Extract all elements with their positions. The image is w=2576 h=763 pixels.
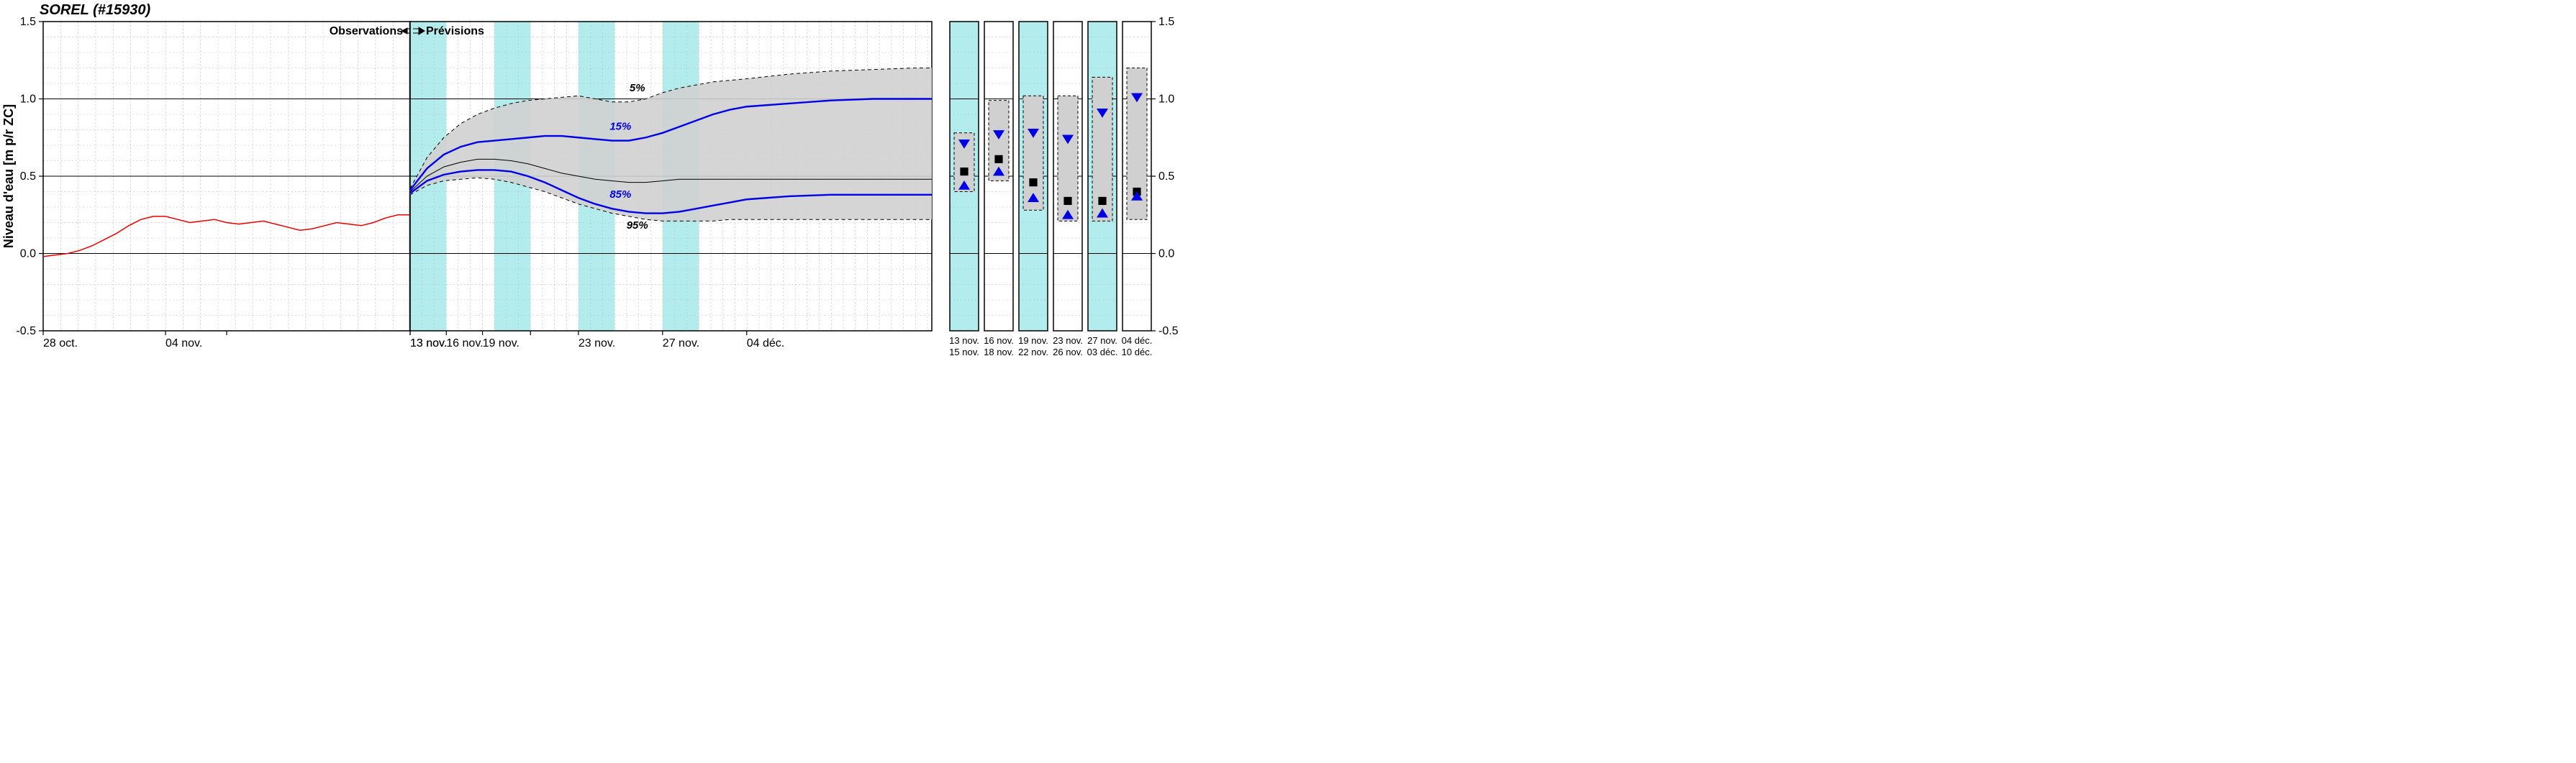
weekly-label-top: 19 nov. — [1018, 335, 1048, 346]
marker-square-icon — [960, 168, 968, 175]
xtick-label: 19 nov. — [483, 337, 520, 349]
ytick-label-right: 0.5 — [1158, 170, 1174, 183]
chart-title: SOREL (#15930) — [40, 2, 150, 18]
weekly-label-bot: 22 nov. — [1018, 347, 1048, 357]
ytick-label: 1.5 — [20, 16, 36, 28]
xtick-label: 04 nov. — [165, 337, 202, 349]
xtick-label: 23 nov. — [579, 337, 615, 349]
xtick-label: 04 déc. — [747, 337, 784, 349]
xtick-label: 16 nov. — [446, 337, 483, 349]
weekly-label-top: 23 nov. — [1053, 335, 1083, 346]
weekly-label-bot: 26 nov. — [1053, 347, 1083, 357]
pct-label: 15% — [609, 121, 631, 133]
confidence-band-5-95 — [410, 68, 932, 221]
ytick-label: 0.0 — [20, 248, 36, 260]
ytick-label-right: 1.0 — [1158, 93, 1174, 106]
marker-square-icon — [1029, 178, 1037, 186]
weekly-label-bot: 03 déc. — [1087, 347, 1118, 357]
water-level-chart: Niveau d'eau [m p/r ZC] SOREL (#15930) -0.… — [0, 0, 1288, 381]
weekly-label-top: 27 nov. — [1087, 335, 1117, 346]
pct-label: 5% — [630, 82, 645, 94]
ytick-label-right: 1.5 — [1158, 16, 1174, 28]
marker-square-icon — [994, 155, 1002, 163]
pct-label: 85% — [609, 188, 631, 201]
xtick-label: 13 nov. — [410, 337, 447, 349]
observation-line — [43, 215, 410, 257]
weekly-label-bot: 15 nov. — [949, 347, 979, 357]
weekly-label-top: 13 nov. — [949, 335, 979, 346]
observations-label: Observations — [330, 25, 403, 37]
weekly-label-bot: 10 déc. — [1122, 347, 1153, 357]
weekly-label-top: 04 déc. — [1122, 335, 1153, 346]
xtick-label: 27 nov. — [663, 337, 699, 349]
previsions-label: Prévisions — [426, 25, 484, 37]
weekly-label-top: 16 nov. — [984, 335, 1014, 346]
marker-square-icon — [1098, 197, 1106, 205]
ytick-label: -0.5 — [16, 325, 36, 337]
marker-square-icon — [1063, 197, 1071, 205]
pct-label: 95% — [627, 219, 648, 232]
ytick-label: 1.0 — [20, 93, 36, 106]
y-axis-label: Niveau d'eau [m p/r ZC] — [1, 104, 16, 248]
ytick-label: 0.5 — [20, 170, 36, 183]
xtick-label: 28 oct. — [43, 337, 78, 349]
ytick-label-right: -0.5 — [1158, 325, 1179, 337]
weekly-label-bot: 18 nov. — [984, 347, 1014, 357]
ytick-label-right: 0.0 — [1158, 248, 1174, 260]
